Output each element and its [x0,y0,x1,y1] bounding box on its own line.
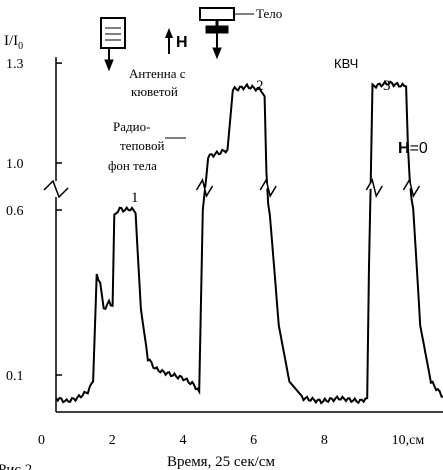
cuvette-antenna-icon [100,17,126,72]
y-tick-label-1: 1.0 [6,157,24,172]
trace-break-0 [195,178,214,198]
figure-caption-fragment: Рис.2 [0,462,32,470]
radio-label-line2: теповой [120,138,164,153]
x-tick-label-0: 0 [38,433,45,448]
radio-label-line3: фон тела [108,158,157,173]
x-tick-label-3: 6 [250,433,257,448]
y-tick-label-2: 0.6 [6,204,24,219]
y-tick-label-0: 1.3 [6,57,24,72]
field-zero-label: H=0 [398,140,428,157]
antenna-label-line1: Антенна с [129,66,186,81]
trace-break-3 [402,178,421,198]
ehf-label: КВЧ [334,56,358,71]
trace-break-2 [365,178,383,198]
series-line-0 [55,80,443,405]
field-arrow-icon [165,28,173,54]
y-axis-label: I/I0 [4,33,23,52]
x-tick-label-4: 8 [321,433,328,448]
trace-break-1 [259,178,277,198]
body-label: Тело [256,6,282,21]
y-tick-label-3: 0.1 [6,369,24,384]
curve-label-3: 3 [383,78,391,94]
x-tick-label-1: 2 [109,433,116,448]
x-axis-label: Время, 25 сек/см [167,454,275,470]
curve-label-2: 2 [256,78,264,94]
radio-label-line1: Радио- [113,119,150,134]
x-tick-label-5: 10,см [392,433,425,448]
y-axis-break [43,179,69,199]
x-tick-label-2: 4 [179,433,186,448]
field-label: H [176,34,188,51]
body-object-icon [199,7,254,60]
antenna-label-line2: кюветой [131,84,178,99]
curve-label-1: 1 [131,190,139,206]
marks-layer: 1.3 1.0 0.6 0.1 0 2 4 6 8 10,см [6,57,443,448]
